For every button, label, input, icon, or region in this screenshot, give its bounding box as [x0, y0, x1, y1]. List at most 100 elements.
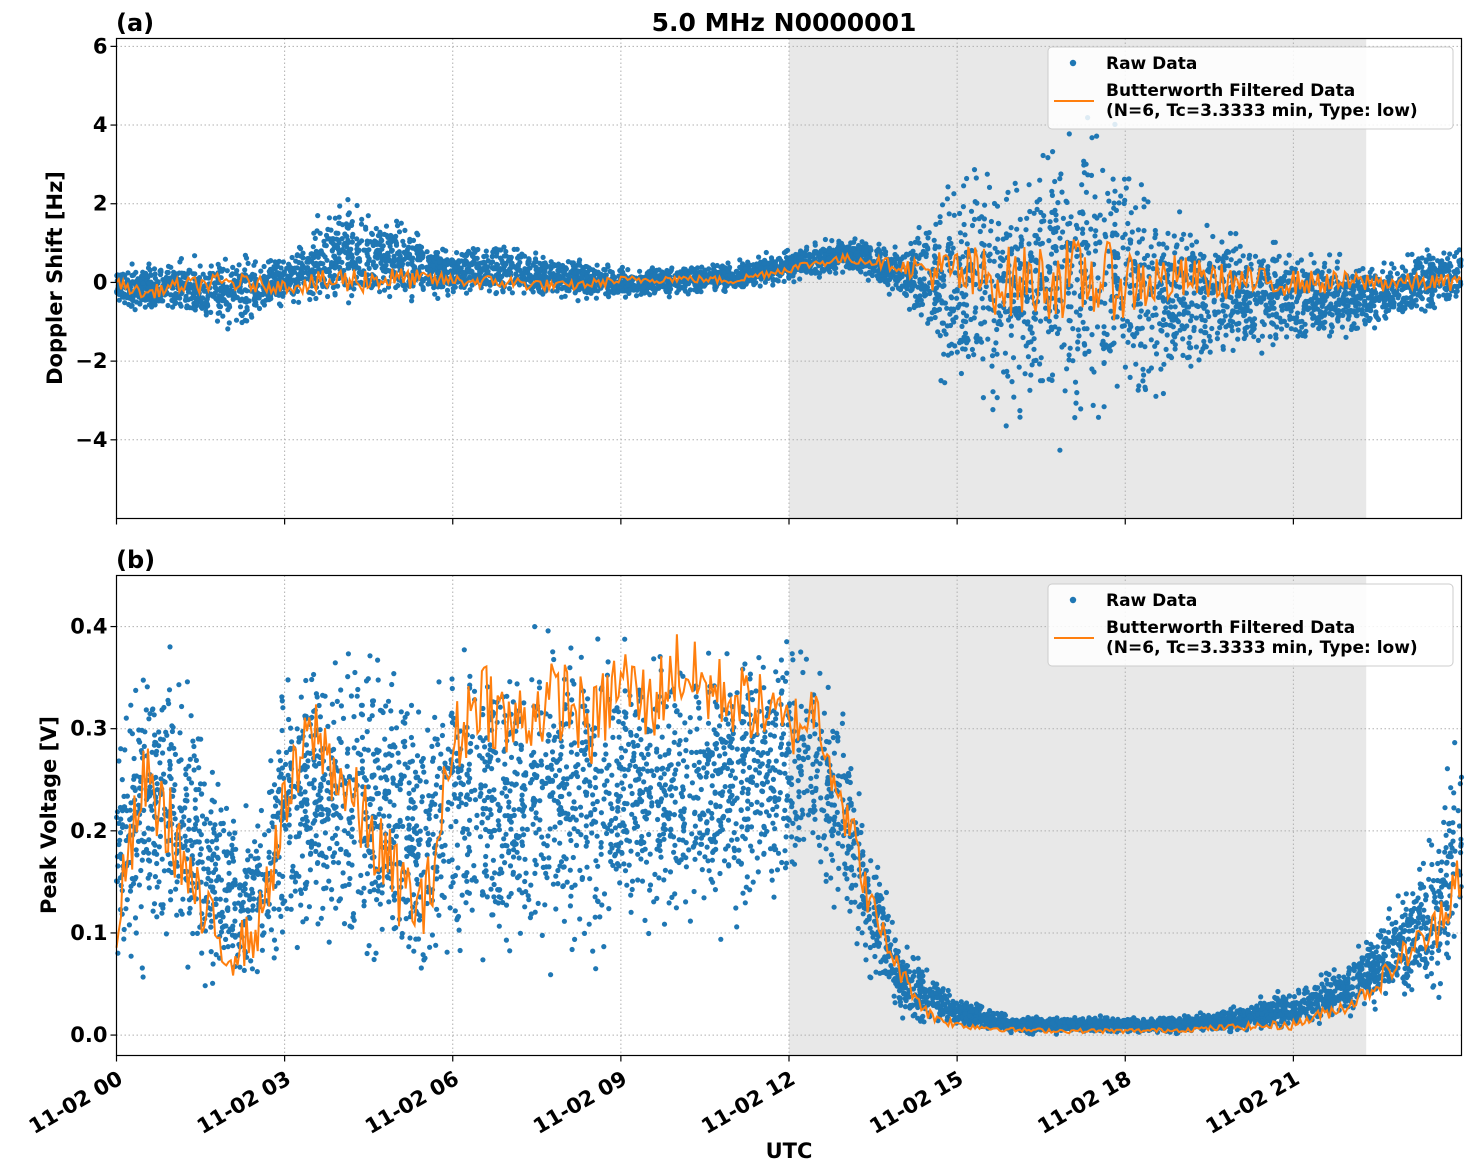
raw-data-point: [1093, 228, 1099, 234]
raw-data-point: [725, 260, 731, 266]
raw-data-point: [498, 247, 504, 253]
raw-data-point: [311, 261, 317, 267]
raw-data-point: [961, 337, 968, 343]
raw-data-point: [1082, 350, 1088, 356]
raw-data-point: [1179, 236, 1185, 242]
raw-data-point: [1146, 264, 1152, 270]
raw-data-point: [1153, 393, 1159, 399]
raw-data-point: [144, 273, 151, 279]
raw-data-point: [1233, 231, 1239, 237]
raw-data-point: [1235, 336, 1241, 342]
raw-data-point: [272, 259, 278, 265]
raw-data-point: [1240, 253, 1246, 259]
raw-data-point: [560, 269, 566, 275]
raw-data-point: [1137, 314, 1143, 320]
raw-data-point: [1089, 366, 1095, 372]
raw-data-point: [601, 266, 607, 273]
raw-data-point: [949, 295, 955, 301]
raw-data-point: [1111, 340, 1117, 346]
raw-data-point: [939, 300, 945, 306]
raw-data-point: [1386, 307, 1392, 313]
raw-data-point: [1017, 414, 1023, 420]
raw-data-point: [366, 247, 372, 253]
raw-data-point: [1158, 327, 1164, 333]
raw-data-point: [1249, 323, 1255, 329]
raw-data-point: [941, 282, 947, 289]
raw-data-point: [1037, 227, 1043, 233]
raw-data-point: [1017, 216, 1023, 222]
raw-data-point: [1139, 325, 1145, 331]
raw-data-point: [1416, 265, 1422, 271]
raw-data-point: [1141, 228, 1147, 234]
raw-data-point: [1173, 293, 1180, 299]
raw-data-point: [1125, 339, 1131, 345]
raw-data-point: [699, 264, 705, 270]
raw-data-point: [1423, 259, 1429, 265]
raw-data-point: [233, 317, 240, 323]
raw-data-point: [1068, 214, 1074, 220]
raw-data-point: [781, 250, 788, 256]
raw-data-point: [1173, 244, 1179, 250]
raw-data-point: [313, 295, 319, 302]
raw-data-point: [146, 280, 152, 286]
raw-data-point: [1071, 290, 1077, 296]
raw-data-point: [245, 260, 251, 266]
raw-data-point: [1153, 351, 1160, 357]
raw-data-point: [1299, 332, 1306, 339]
raw-data-point: [305, 265, 311, 271]
raw-data-point: [1217, 325, 1223, 331]
raw-data-point: [333, 242, 339, 248]
raw-data-point: [133, 299, 140, 305]
raw-data-point: [326, 215, 332, 221]
raw-data-point: [816, 274, 823, 280]
raw-data-point: [1230, 319, 1236, 325]
raw-data-point: [1102, 300, 1108, 306]
raw-data-point: [1080, 230, 1086, 236]
raw-data-point: [1276, 253, 1282, 259]
raw-data-point: [374, 255, 380, 261]
raw-data-point: [997, 263, 1003, 269]
raw-data-point: [958, 239, 965, 245]
raw-data-point: [1234, 289, 1240, 295]
raw-data-point: [937, 214, 943, 220]
raw-data-point: [1128, 237, 1134, 243]
raw-data-point: [1118, 193, 1124, 199]
raw-data-point: [1154, 340, 1160, 346]
raw-data-point: [1157, 321, 1163, 327]
raw-data-point: [1074, 390, 1080, 396]
raw-data-point: [1127, 283, 1133, 289]
raw-data-point: [345, 212, 351, 218]
raw-data-point: [1000, 249, 1006, 255]
raw-data-point: [145, 265, 152, 271]
raw-data-point: [954, 349, 960, 355]
raw-data-point: [1389, 261, 1395, 267]
raw-data-point: [493, 290, 499, 297]
raw-data-point: [483, 253, 489, 259]
raw-data-point: [1160, 317, 1167, 323]
raw-data-point: [1055, 200, 1061, 206]
raw-data-point: [1161, 361, 1167, 367]
raw-data-point: [387, 293, 393, 300]
raw-data-point: [605, 262, 611, 268]
raw-data-point: [1120, 234, 1126, 241]
raw-data-point: [266, 268, 272, 274]
raw-data-point: [827, 269, 833, 275]
raw-data-point: [1320, 320, 1326, 326]
raw-data-point: [922, 283, 928, 289]
raw-data-point: [875, 249, 882, 255]
raw-data-point: [1152, 227, 1158, 234]
raw-data-point: [1188, 263, 1195, 269]
raw-data-point: [1259, 319, 1265, 325]
raw-data-point: [1281, 318, 1287, 324]
raw-data-point: [1022, 371, 1028, 377]
raw-data-point: [1160, 390, 1166, 397]
raw-data-point: [989, 363, 995, 369]
raw-data-point: [239, 312, 245, 319]
raw-data-point: [392, 239, 398, 245]
raw-data-point: [409, 245, 415, 251]
raw-data-point: [992, 245, 998, 251]
raw-data-point: [540, 254, 546, 260]
raw-data-point: [712, 287, 718, 293]
raw-data-point: [291, 298, 297, 305]
raw-data-point: [435, 295, 441, 301]
